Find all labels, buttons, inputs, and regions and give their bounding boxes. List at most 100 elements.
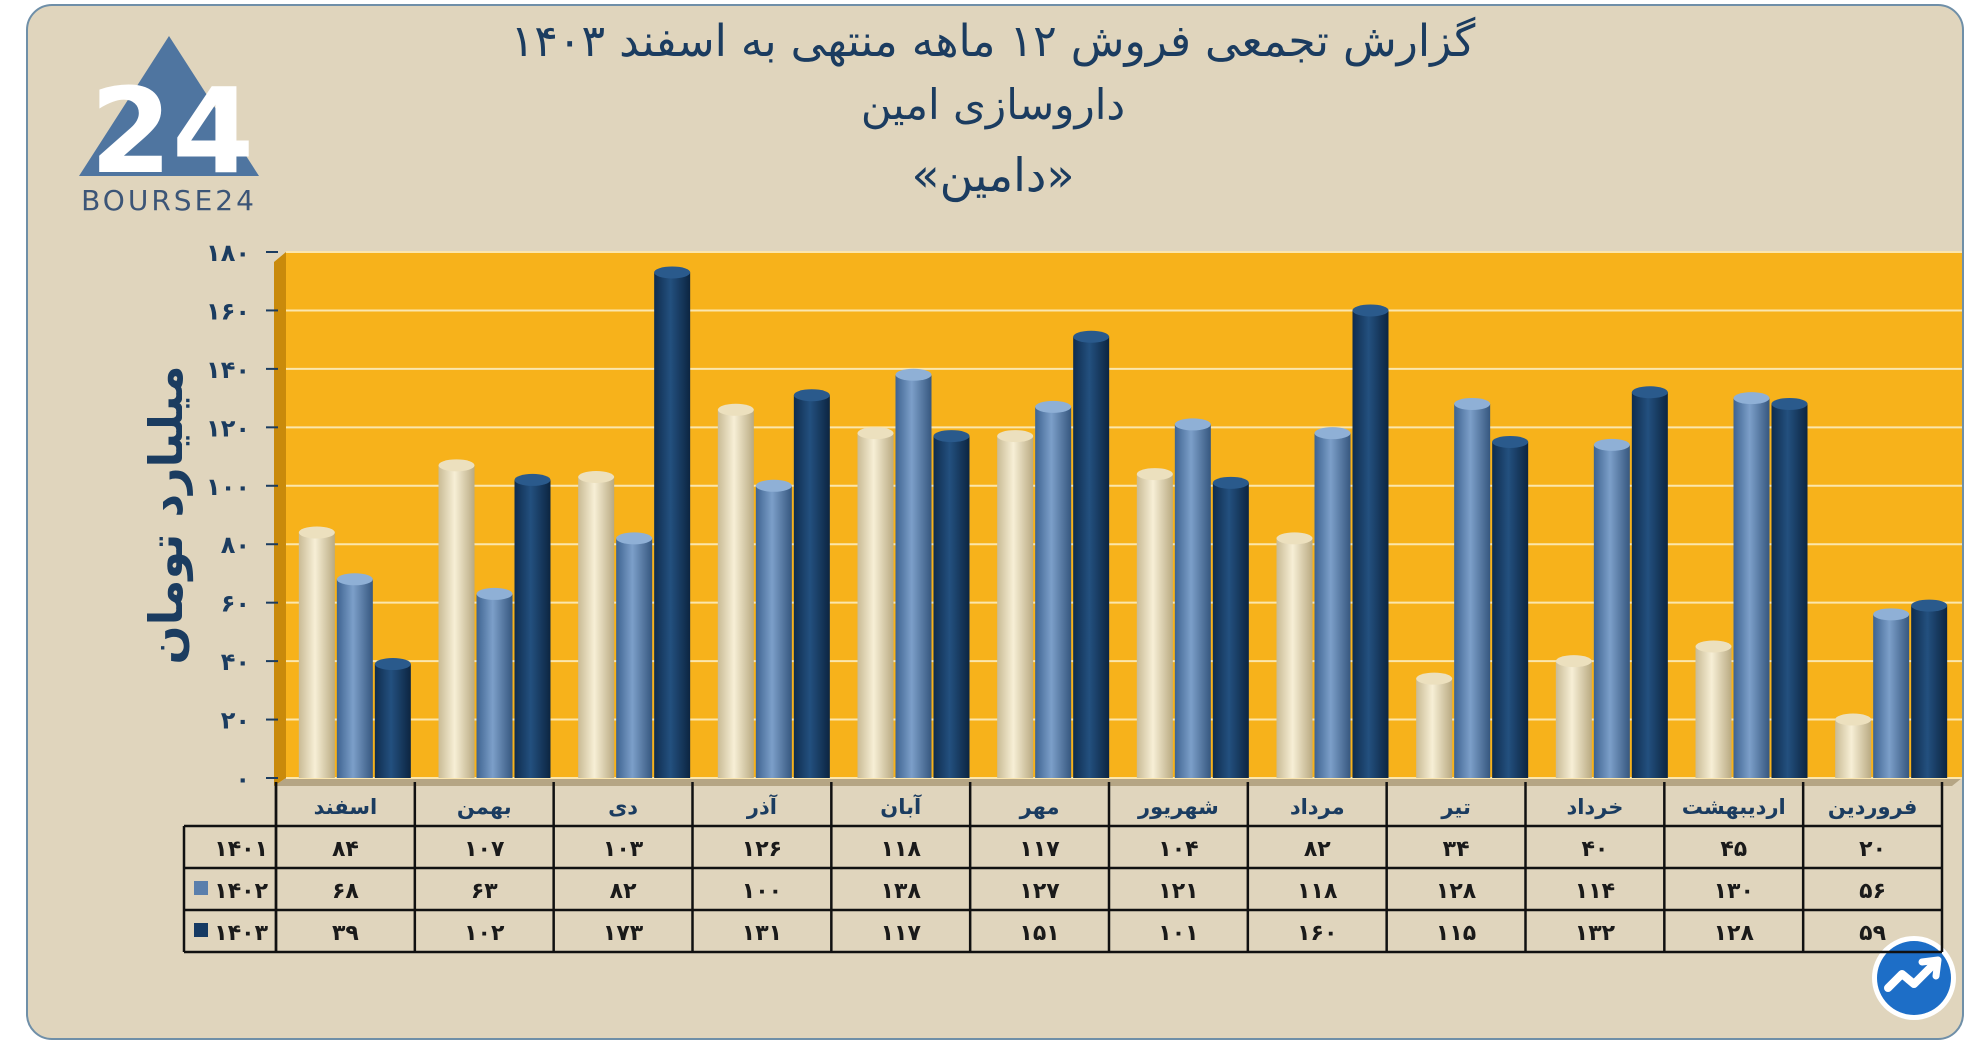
- bar-top: [1174, 418, 1211, 431]
- data-label: ۱۱۵: [1436, 921, 1476, 946]
- logo-mark: 24: [90, 62, 254, 184]
- legend-swatch: [194, 923, 208, 937]
- data-label: ۱۶۰: [1297, 921, 1337, 946]
- bar: [438, 465, 475, 778]
- bar-top: [1555, 655, 1592, 668]
- bar-top: [1454, 397, 1491, 410]
- bar: [933, 436, 970, 778]
- bar-top: [336, 573, 373, 586]
- data-label: ۵۶: [1859, 879, 1886, 904]
- data-label: ۱۲۸: [1714, 921, 1755, 946]
- bar: [654, 272, 691, 778]
- category-label: اردیبهشت: [1682, 795, 1786, 819]
- y-tick-label: ۱۶۰: [206, 297, 250, 325]
- bar-top: [1631, 386, 1668, 399]
- bar-top: [1873, 608, 1910, 621]
- data-label: ۳۹: [332, 921, 359, 946]
- bar-top: [1492, 435, 1529, 448]
- data-label: ۱۰۳: [603, 837, 644, 862]
- bar-top: [616, 532, 653, 545]
- y-axis-label: میلیارد تومان: [139, 365, 193, 664]
- bar: [1073, 336, 1110, 778]
- bar: [1035, 406, 1072, 778]
- bar: [336, 579, 373, 778]
- bar: [1771, 403, 1808, 778]
- bar: [1416, 678, 1453, 778]
- y-tick-label: ۸۰: [221, 531, 250, 559]
- y-tick-label: ۱۸۰: [206, 239, 250, 267]
- data-label: ۱۱۸: [881, 837, 922, 862]
- chart-trend-arrow-icon[interactable]: [1870, 934, 1958, 1022]
- y-tick-label: ۶۰: [221, 590, 250, 618]
- category-label: آذر: [746, 794, 778, 819]
- bar-top: [755, 479, 792, 492]
- bar: [997, 436, 1034, 778]
- bar-top: [1136, 468, 1173, 481]
- category-label: مرداد: [1290, 795, 1345, 819]
- bar: [374, 664, 411, 778]
- data-label: ۱۲۱: [1158, 879, 1198, 904]
- bar: [1276, 538, 1313, 778]
- data-label: ۱۲۷: [1019, 879, 1060, 904]
- plot-floor: [274, 778, 1962, 786]
- bar: [1695, 646, 1732, 778]
- category-label: مهر: [1019, 795, 1060, 819]
- bar-top: [1733, 392, 1770, 405]
- category-label: بهمن: [457, 795, 512, 819]
- bar: [1314, 433, 1351, 778]
- data-label: ۸۲: [1304, 837, 1331, 862]
- data-label: ۱۲۸: [1436, 879, 1477, 904]
- bar-top: [857, 427, 894, 440]
- bar-top: [1416, 672, 1453, 685]
- bar: [1174, 424, 1211, 778]
- bar-top: [578, 471, 615, 484]
- chart-subtitle-symbol: «دامین»: [911, 148, 1075, 202]
- legend-swatch: [194, 881, 208, 895]
- category-label: آبان: [880, 794, 922, 819]
- legend-label: ۱۴۰۲: [214, 879, 268, 904]
- bar: [1136, 474, 1173, 778]
- data-label: ۵۹: [1859, 921, 1886, 946]
- bar-top: [1911, 599, 1948, 612]
- data-label: ۶۸: [332, 879, 359, 904]
- bar-top: [514, 473, 551, 486]
- bar-top: [1352, 304, 1389, 317]
- data-label: ۱۲۶: [742, 837, 782, 862]
- bar: [895, 374, 932, 778]
- category-label: شهریور: [1137, 795, 1219, 819]
- y-tick-label: ۱۴۰: [206, 356, 250, 384]
- data-label: ۸۴: [332, 837, 359, 862]
- bar-top: [476, 587, 513, 600]
- y-tick-label: ۲۰: [221, 707, 250, 735]
- data-label: ۲۰: [1859, 837, 1886, 862]
- bar-top: [1771, 397, 1808, 410]
- bar-top: [1593, 438, 1630, 451]
- chart-title: گزارش تجمعی فروش ۱۲ ماهه منتهی به اسفند …: [510, 16, 1476, 67]
- bar: [857, 433, 894, 778]
- bourse24-logo-icon: 24: [79, 36, 259, 184]
- y-tick-label: ۴۰: [221, 648, 250, 676]
- bar: [1212, 482, 1249, 778]
- data-label: ۴۰: [1581, 837, 1608, 862]
- data-label: ۱۰۲: [464, 921, 505, 946]
- data-label: ۳۴: [1443, 837, 1470, 862]
- data-label: ۱۰۰: [742, 879, 782, 904]
- bar: [755, 485, 792, 778]
- bar-top: [1695, 640, 1732, 653]
- bar: [616, 538, 653, 778]
- plot-side-wall: [274, 252, 286, 786]
- data-label: ۱۰۷: [464, 837, 505, 862]
- data-label: ۱۳۲: [1575, 921, 1616, 946]
- chart-subtitle-company: داروسازی امین: [860, 80, 1126, 129]
- data-label: ۱۱۷: [1019, 837, 1060, 862]
- bar-top: [438, 459, 475, 472]
- bar: [1631, 392, 1668, 778]
- y-tick-label: ۱۰۰: [206, 473, 250, 501]
- bar: [1835, 719, 1872, 778]
- legend-label: ۱۴۰۳: [214, 921, 268, 946]
- plot-area: [286, 252, 1962, 778]
- bar-top: [1314, 427, 1351, 440]
- bar-top: [298, 526, 335, 539]
- data-label: ۱۱۸: [1297, 879, 1338, 904]
